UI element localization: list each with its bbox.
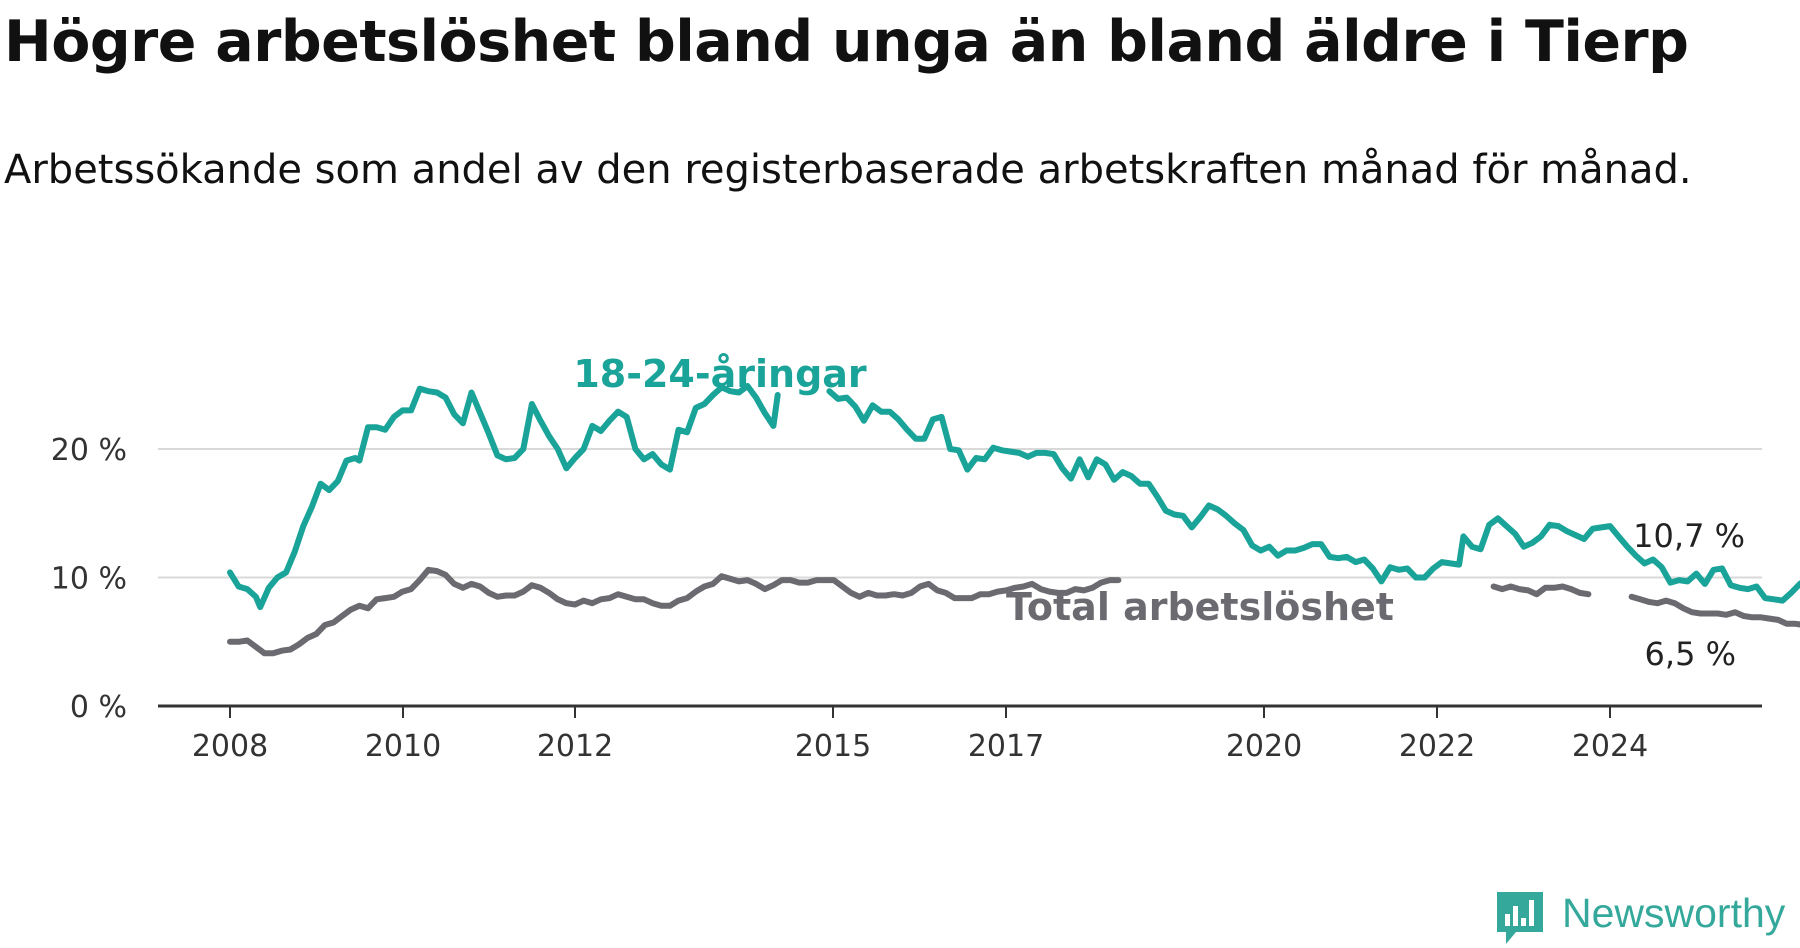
y-axis-ticks: 0 % 10 % 20 % bbox=[51, 433, 127, 725]
chart-title: Högre arbetslöshet bland unga än bland ä… bbox=[4, 9, 1689, 75]
x-tick-label: 2008 bbox=[192, 729, 268, 764]
series-label-total: Total arbetslöshet bbox=[1006, 585, 1394, 629]
y-tick-label: 0 % bbox=[70, 690, 127, 725]
x-tick-label: 2012 bbox=[537, 729, 613, 764]
y-tick-label: 10 % bbox=[51, 562, 127, 597]
x-tick-label: 2022 bbox=[1399, 729, 1475, 764]
x-tick-label: 2010 bbox=[365, 729, 441, 764]
x-tick-label: 2024 bbox=[1572, 729, 1648, 764]
x-tick-label: 2020 bbox=[1226, 729, 1302, 764]
end-label-total: 6,5 % bbox=[1645, 635, 1736, 673]
end-label-young: 10,7 % bbox=[1633, 517, 1745, 555]
series-lines bbox=[227, 383, 1800, 657]
x-tick-label: 2015 bbox=[795, 729, 871, 764]
brand-name: Newsworthy bbox=[1562, 890, 1786, 936]
gridlines bbox=[158, 448, 1762, 579]
series-line-1 bbox=[227, 566, 1800, 657]
series-line-0 bbox=[227, 383, 1800, 611]
x-tick-label: 2017 bbox=[968, 729, 1044, 764]
y-tick-label: 20 % bbox=[51, 433, 127, 468]
series-labels: 18-24-åringar Total arbetslöshet 10,7 % 6,5… bbox=[573, 352, 1745, 673]
chart-subtitle: Arbetssökande som andel av den registerb… bbox=[4, 147, 1692, 193]
newsworthy-logo-icon bbox=[1497, 892, 1543, 944]
series-label-young: 18-24-åringar bbox=[573, 352, 867, 396]
newsworthy-brand: Newsworthy bbox=[1494, 888, 1800, 948]
x-axis: 2008 2010 2012 2015 2017 2020 2022 2024 bbox=[158, 704, 1762, 764]
